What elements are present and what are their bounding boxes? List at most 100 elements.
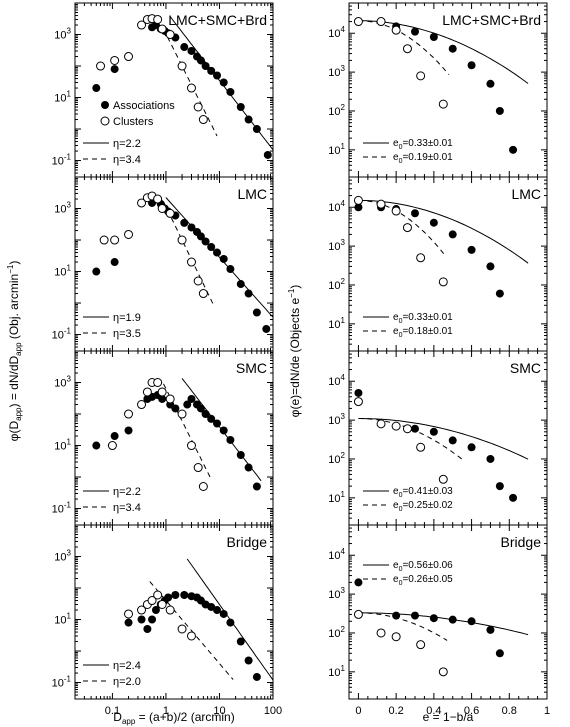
cluster-point — [177, 624, 187, 634]
association-point — [448, 615, 457, 624]
size-panel-bridge: Bridge η=2.4 η=2.0 — [74, 524, 274, 700]
legend-associations: Associations — [113, 100, 175, 112]
y-tick-label: 104 — [328, 547, 345, 562]
association-point — [226, 618, 235, 627]
association-point — [213, 71, 222, 80]
cluster-point — [124, 229, 134, 239]
size-panel-lmc: LMC η=1.9 η=3.5 — [74, 176, 274, 352]
y-tick-label: 10-1 — [52, 327, 72, 342]
association-point — [187, 394, 196, 403]
y-tick-label: 103 — [54, 201, 71, 216]
cluster-point — [165, 394, 175, 404]
association-point — [495, 289, 504, 298]
fit-legend-label: η=3.4 — [113, 154, 141, 166]
cluster-point — [376, 628, 386, 638]
x-tick-label: 1 — [544, 705, 550, 717]
cluster-point — [124, 52, 134, 62]
cluster-point — [107, 441, 117, 451]
ellipticity-plot-area — [353, 195, 529, 298]
association-point — [201, 237, 210, 246]
cluster-point — [186, 631, 196, 641]
panel-title: LMC — [511, 186, 541, 202]
association-point — [180, 591, 189, 600]
association-point — [392, 611, 401, 620]
fit-legend-label: e0=0.25±0.02 — [393, 500, 453, 513]
association-point — [244, 115, 253, 124]
panel-title: Bridge — [501, 534, 542, 550]
cluster-point — [186, 83, 196, 93]
cluster-point — [110, 55, 120, 65]
plot-frame — [348, 2, 548, 178]
cluster-point — [376, 199, 386, 209]
cluster-point — [416, 640, 426, 650]
cluster-point — [137, 605, 147, 615]
cluster-point — [402, 44, 412, 54]
cluster-point — [391, 632, 401, 642]
association-point — [354, 203, 363, 212]
association-point — [180, 218, 189, 227]
association-point — [187, 46, 196, 55]
x-tick-label: 0.6 — [464, 705, 479, 717]
cluster-point — [142, 387, 152, 397]
y-tick-label: 102 — [328, 277, 345, 292]
ellipticity-plot-area — [353, 388, 529, 502]
cluster-point — [153, 14, 163, 24]
cluster-point — [193, 276, 203, 286]
cluster-point — [99, 235, 109, 245]
cluster-point — [198, 289, 208, 299]
association-point — [183, 400, 192, 409]
cluster-point — [137, 400, 147, 410]
association-point — [411, 611, 419, 620]
association-point — [196, 232, 205, 241]
fit-curve-dashed — [358, 20, 450, 75]
fit-legend-label: e0=0.26±0.05 — [393, 574, 453, 587]
association-point — [219, 254, 228, 263]
y-tick-label: 101 — [54, 264, 71, 279]
fit-line-solid — [165, 197, 273, 318]
association-point — [252, 482, 261, 491]
cluster-point — [391, 25, 401, 35]
association-point — [207, 66, 216, 75]
association-point — [110, 65, 119, 74]
fit-curve-dashed — [358, 199, 446, 256]
cluster-point — [438, 667, 448, 677]
cluster-point — [137, 198, 147, 208]
y-tick-label: 103 — [328, 412, 345, 427]
association-point — [236, 280, 245, 289]
cluster-point — [177, 61, 187, 71]
association-point — [509, 145, 518, 154]
association-point — [171, 591, 180, 600]
association-point — [263, 150, 272, 159]
cluster-point — [96, 61, 106, 71]
fit-legend-label: e0=0.33±0.01 — [393, 138, 453, 151]
association-point — [110, 432, 119, 441]
fit-legend-label: e0=0.41±0.03 — [393, 486, 453, 499]
cluster-point — [402, 424, 412, 434]
association-point — [252, 308, 261, 317]
panel-title: LMC — [237, 186, 267, 202]
association-point — [354, 388, 363, 397]
association-point — [244, 289, 253, 298]
x-tick-label: 1 — [163, 705, 169, 717]
association-point — [213, 419, 222, 428]
fit-legend-label: η=2.2 — [113, 486, 141, 498]
fit-legend-label: η=3.5 — [113, 328, 141, 340]
association-point — [244, 463, 253, 472]
association-point — [262, 324, 271, 333]
association-point — [486, 262, 495, 271]
association-point — [110, 258, 119, 267]
association-point — [411, 424, 419, 433]
y-tick-label: 102 — [328, 103, 345, 118]
legend-cluster-marker — [100, 116, 110, 126]
association-point — [467, 617, 476, 626]
cluster-point — [198, 115, 208, 125]
association-point — [509, 493, 518, 502]
panel-title: Bridge — [227, 534, 268, 550]
size-plot-area — [92, 191, 273, 333]
ellipticity-plot-area — [353, 578, 529, 677]
cluster-point — [353, 195, 363, 205]
y-tick-label: 104 — [328, 199, 345, 214]
y-tick-label: 101 — [54, 612, 71, 627]
association-point — [467, 245, 476, 254]
